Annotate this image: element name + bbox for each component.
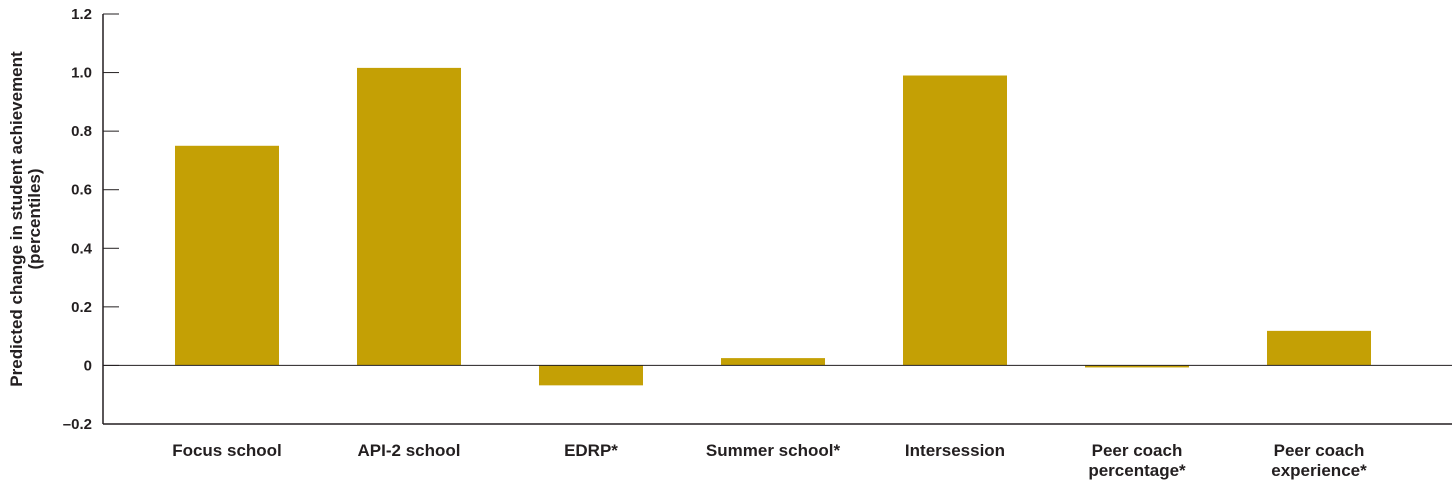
y-axis-title: Predicted change in student achievement(…: [7, 51, 44, 387]
x-category-label: Focus school: [172, 441, 282, 460]
y-axis-label-line: Predicted change in student achievement: [7, 51, 26, 387]
y-tick-label: –0.2: [63, 416, 92, 433]
axes: [102, 14, 1452, 425]
y-axis-label-line: (percentiles): [25, 168, 44, 269]
y-tick-label: 1.2: [71, 6, 92, 23]
x-category-label-line: Focus school: [172, 441, 282, 460]
x-category-label: Intersession: [905, 441, 1005, 460]
bar: [721, 358, 825, 366]
x-category-label-line: experience*: [1271, 461, 1367, 480]
y-axis-ticks: –0.2 0 0.2 0.4 0.6 0.8 1.0 1.2: [63, 6, 119, 433]
x-category-label-line: Intersession: [905, 441, 1005, 460]
x-category-label-line: Peer coach: [1092, 441, 1183, 460]
x-axis-labels: Focus school API-2 school EDRP* Summer scho…: [172, 441, 1367, 480]
x-category-label-line: EDRP*: [564, 441, 618, 460]
y-tick-label: 1.0: [71, 65, 92, 82]
bar: [175, 145, 279, 366]
y-tick-label: 0.4: [71, 240, 93, 257]
y-tick-label: 0.2: [71, 299, 92, 316]
x-category-label-line: Summer school*: [706, 441, 841, 460]
y-tick-label: 0: [84, 357, 92, 374]
x-category-label-line: API-2 school: [358, 441, 461, 460]
bar: [1085, 365, 1189, 368]
y-tick-label: 0.6: [71, 182, 92, 199]
bar: [903, 75, 1007, 366]
x-category-label: Peer coach percentage*: [1088, 441, 1186, 480]
y-tick-label: 0.8: [71, 123, 92, 140]
x-category-label: Peer coach experience*: [1271, 441, 1367, 480]
x-category-label: Summer school*: [706, 441, 841, 460]
bar: [1267, 330, 1371, 366]
x-category-label-line: percentage*: [1088, 461, 1186, 480]
bar: [357, 67, 461, 366]
bar: [539, 365, 643, 386]
x-category-label: EDRP*: [564, 441, 618, 460]
bars: [175, 67, 1371, 386]
x-category-label-line: Peer coach: [1274, 441, 1365, 460]
y-axis-label: Predicted change in student achievement(…: [7, 51, 44, 387]
x-category-label: API-2 school: [358, 441, 461, 460]
